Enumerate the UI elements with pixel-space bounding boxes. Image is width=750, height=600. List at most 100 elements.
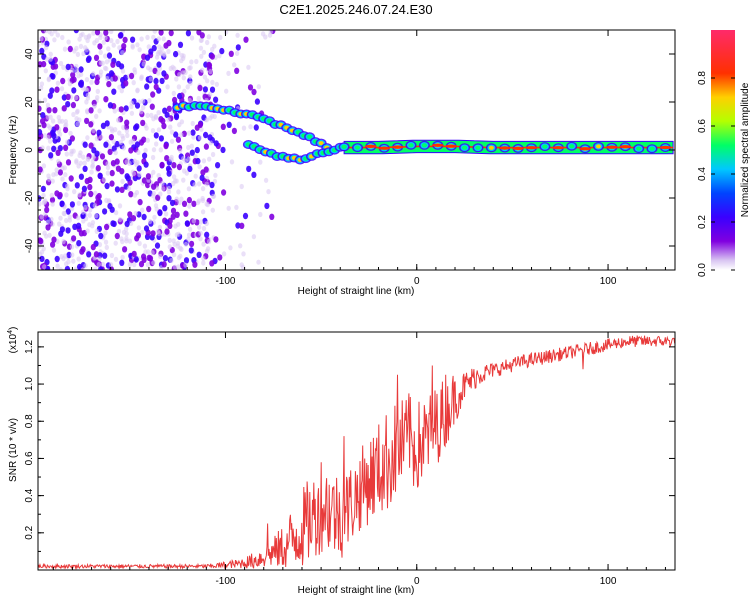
noise-speckle bbox=[110, 61, 116, 68]
noise-speckle bbox=[168, 124, 173, 130]
noise-speckle bbox=[254, 98, 260, 105]
noise-speckle bbox=[209, 53, 215, 60]
noise-speckle bbox=[115, 38, 120, 45]
noise-speckle bbox=[169, 257, 174, 264]
noise-speckle bbox=[243, 36, 249, 43]
noise-speckle bbox=[219, 47, 225, 55]
noise-speckle bbox=[156, 110, 161, 116]
noise-speckle bbox=[86, 251, 92, 258]
noise-speckle bbox=[137, 198, 143, 206]
noise-speckle bbox=[58, 60, 64, 67]
noise-speckle bbox=[124, 128, 130, 134]
noise-speckle bbox=[84, 47, 90, 53]
noise-speckle bbox=[105, 161, 110, 167]
noise-speckle bbox=[74, 182, 80, 189]
carrier-peak bbox=[364, 144, 377, 148]
noise-speckle bbox=[181, 53, 186, 59]
noise-speckle bbox=[110, 220, 116, 227]
noise-speckle bbox=[268, 30, 273, 35]
noise-speckle bbox=[50, 178, 55, 184]
noise-speckle bbox=[150, 128, 156, 134]
noise-speckle bbox=[163, 211, 169, 217]
noise-speckle bbox=[119, 63, 125, 70]
noise-speckle bbox=[166, 105, 172, 113]
carrier-peak bbox=[659, 145, 672, 150]
noise-speckle bbox=[63, 144, 69, 151]
noise-speckle bbox=[156, 61, 162, 68]
noise-speckle bbox=[171, 252, 177, 258]
noise-speckle bbox=[40, 145, 45, 151]
noise-speckle bbox=[77, 152, 82, 159]
noise-speckle bbox=[203, 131, 209, 139]
noise-speckle bbox=[126, 185, 132, 192]
noise-speckle bbox=[153, 115, 159, 121]
noise-speckle bbox=[205, 39, 210, 46]
noise-speckle bbox=[65, 227, 71, 234]
noise-speckle bbox=[172, 241, 177, 247]
upper-branch-blob-core bbox=[267, 118, 272, 123]
carrier-peak bbox=[525, 146, 538, 150]
carrier-peak bbox=[619, 145, 632, 149]
snr-scale-label: (x104) bbox=[7, 327, 19, 354]
noise-speckle bbox=[199, 32, 205, 39]
noise-speckle bbox=[174, 178, 179, 184]
noise-speckle bbox=[232, 62, 237, 68]
noise-speckle bbox=[198, 230, 203, 236]
noise-speckle bbox=[42, 264, 47, 270]
noise-speckle bbox=[65, 208, 71, 215]
noise-speckle bbox=[169, 138, 175, 144]
noise-speckle bbox=[73, 95, 79, 101]
noise-speckle bbox=[66, 251, 72, 259]
noise-speckle bbox=[168, 30, 174, 37]
noise-speckle bbox=[39, 81, 45, 87]
noise-speckle bbox=[175, 136, 181, 143]
snr-ytick-label: 1.0 bbox=[24, 377, 35, 391]
noise-speckle bbox=[251, 234, 257, 240]
noise-speckle bbox=[201, 255, 206, 262]
noise-speckle bbox=[188, 247, 194, 254]
noise-speckle bbox=[206, 34, 211, 40]
noise-speckle bbox=[151, 260, 156, 266]
noise-speckle bbox=[106, 52, 113, 59]
noise-speckle bbox=[204, 97, 209, 103]
noise-speckle bbox=[63, 126, 69, 134]
noise-speckle bbox=[199, 53, 204, 59]
noise-speckle bbox=[145, 34, 150, 41]
noise-speckle bbox=[251, 171, 257, 178]
noise-speckle bbox=[198, 236, 203, 242]
noise-speckle bbox=[140, 229, 145, 235]
carrier-blob-core bbox=[475, 145, 481, 150]
noise-speckle bbox=[195, 157, 201, 165]
noise-speckle bbox=[185, 84, 190, 90]
noise-speckle bbox=[59, 200, 65, 207]
noise-speckle bbox=[218, 34, 223, 41]
noise-speckle bbox=[78, 81, 84, 88]
noise-speckle bbox=[176, 189, 181, 195]
noise-speckle bbox=[123, 80, 129, 87]
noise-speckle bbox=[188, 74, 193, 80]
noise-speckle bbox=[221, 189, 227, 196]
noise-speckle bbox=[193, 173, 198, 179]
noise-speckle bbox=[131, 250, 137, 258]
noise-speckle bbox=[145, 262, 151, 268]
noise-speckle bbox=[71, 235, 77, 242]
noise-speckle bbox=[65, 159, 72, 166]
noise-speckle bbox=[197, 135, 203, 141]
noise-speckle bbox=[133, 256, 139, 263]
noise-speckle bbox=[72, 189, 77, 195]
noise-speckle bbox=[159, 161, 165, 169]
noise-speckle bbox=[93, 54, 100, 61]
noise-speckle bbox=[234, 204, 239, 210]
noise-speckle bbox=[54, 86, 60, 93]
spec-ytick-label: 40 bbox=[24, 48, 35, 60]
snr-marks bbox=[38, 335, 675, 570]
noise-speckle bbox=[174, 196, 179, 202]
noise-speckle bbox=[190, 129, 196, 136]
noise-speckle bbox=[101, 177, 107, 183]
noise-speckle bbox=[88, 107, 94, 114]
noise-speckle bbox=[113, 150, 118, 156]
noise-speckle bbox=[124, 119, 130, 126]
noise-speckle bbox=[161, 70, 167, 77]
noise-speckle bbox=[62, 253, 68, 259]
noise-speckle bbox=[97, 108, 102, 114]
